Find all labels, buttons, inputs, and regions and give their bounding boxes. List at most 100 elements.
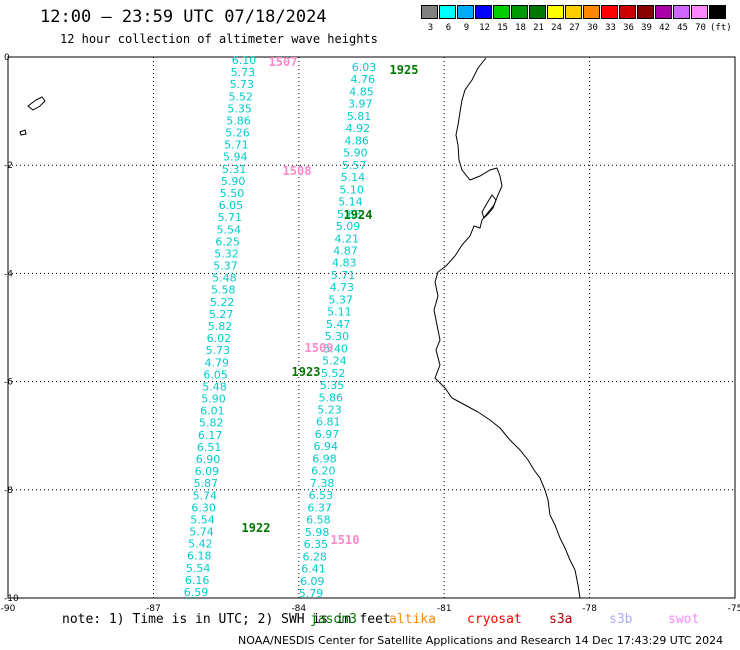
coastline	[19, 57, 581, 599]
wave-height-value: 6.17	[198, 429, 223, 442]
footer-credit: NOAA/NESDIS Center for Satellite Applica…	[238, 634, 724, 647]
legend-label: 18	[515, 23, 526, 33]
legend-swatch	[583, 5, 600, 19]
wave-height-value: 5.71	[218, 211, 243, 224]
wave-height-value: 6.10	[232, 54, 257, 67]
wave-height-value: 5.47	[326, 318, 351, 331]
wave-height-value: 5.14	[338, 196, 363, 209]
wave-height-value: 4.73	[330, 281, 355, 294]
wave-height-value: 6.05	[219, 199, 244, 212]
legend-label: 21	[533, 23, 544, 33]
pass-label: 1508	[283, 164, 312, 178]
legend-label: 36	[623, 23, 634, 33]
legend-label: 15	[497, 23, 508, 33]
wave-height-value: 5.52	[321, 367, 346, 380]
galapagos-island	[27, 96, 46, 111]
wave-height-value: 5.42	[188, 538, 213, 551]
track-labels: 1507 1925 1508 1924 1509 1923 1922 1510	[242, 55, 419, 547]
wave-height-value: 5.74	[189, 526, 214, 539]
wave-height-value: 6.09	[195, 465, 220, 478]
wave-height-value: 5.82	[208, 320, 233, 333]
wave-height-value: 5.54	[216, 223, 241, 236]
x-tick-label: -87	[146, 604, 161, 614]
wave-height-value: 5.11	[327, 306, 352, 319]
wave-height-value: 4.79	[204, 356, 229, 369]
y-tick-label: -10	[4, 594, 19, 604]
wave-height-value: 5.10	[339, 183, 364, 196]
wave-height-value: 6.81	[316, 416, 341, 429]
wave-height-value: 5.35	[227, 102, 252, 115]
axis-ticks: -90 -87 -84 -81 -78 -75 0 -2 -4 -6 -8 -10	[1, 53, 740, 614]
wave-height-value: 4.76	[351, 73, 376, 86]
wave-height-value: 6.16	[185, 574, 210, 587]
legend-label: 33	[605, 23, 616, 33]
pass-label: 1925	[390, 63, 419, 77]
wave-height-value: 5.48	[202, 380, 227, 393]
wave-height-value: 6.53	[309, 489, 334, 502]
legend-label: 45	[677, 23, 688, 33]
legend-label: 30	[587, 23, 598, 33]
pass-label: 1923	[292, 365, 321, 379]
legend-swatch	[475, 5, 492, 19]
legend-label: 6	[445, 23, 452, 33]
wave-height-value: 6.90	[196, 453, 221, 466]
wave-height-value: 4.83	[332, 257, 357, 270]
wave-height-value: 5.37	[213, 260, 238, 273]
wave-height-value: 5.98	[305, 526, 330, 539]
mission-label: altika	[389, 612, 436, 627]
grid	[7, 56, 736, 599]
x-tick-label: -75	[728, 604, 740, 614]
mission-label: cryosat	[467, 612, 522, 627]
legend-swatch	[547, 5, 564, 19]
wave-height-value: 5.54	[190, 513, 215, 526]
legend-swatch	[493, 5, 510, 19]
wave-height-value: 5.71	[224, 139, 249, 152]
wave-height-value: 5.23	[317, 404, 342, 417]
y-tick-label: -6	[4, 378, 13, 388]
wave-height-value: 4.86	[344, 134, 369, 147]
legend-swatch	[529, 5, 546, 19]
mission-label: jason3	[310, 612, 357, 627]
wave-height-value: 6.02	[207, 332, 232, 345]
legend-swatch	[655, 5, 672, 19]
x-tick-label: -84	[291, 604, 306, 614]
wave-height-value: 5.09	[336, 220, 361, 233]
galapagos-islet	[19, 129, 27, 136]
legend-swatch	[421, 5, 438, 19]
wave-height-value: 5.87	[194, 477, 219, 490]
legend-swatch	[619, 5, 636, 19]
map-title: 12:00 – 23:59 UTC 07/18/2024	[40, 7, 327, 27]
wave-height-value: 5.32	[214, 247, 239, 260]
legend-label: 70	[695, 23, 706, 33]
wave-height-value: 5.31	[222, 163, 247, 176]
wave-height-value: 6.51	[197, 441, 222, 454]
map-subtitle: 12 hour collection of altimeter wave hei…	[60, 32, 378, 46]
legend-swatch	[673, 5, 690, 19]
wave-height-value: 5.35	[320, 379, 345, 392]
y-tick-label: -8	[4, 486, 13, 496]
wave-height-value: 5.81	[347, 110, 372, 123]
pass-label: 1922	[242, 521, 271, 535]
pass-label: 1924	[344, 208, 373, 222]
legend-label: (ft)	[710, 23, 732, 33]
legend-label: 27	[569, 23, 580, 33]
legend-label: 3	[427, 23, 434, 33]
wave-height-value: 5.82	[199, 417, 224, 430]
wave-height-value: 6.03	[352, 61, 377, 74]
wave-height-value: 5.94	[223, 151, 248, 164]
legend-swatch	[709, 5, 726, 19]
mission-label: s3b	[609, 612, 633, 627]
wave-height-value: 5.90	[343, 147, 368, 160]
wave-height-value: 5.73	[206, 344, 231, 357]
x-tick-label: -90	[1, 604, 16, 614]
y-tick-label: -4	[4, 269, 13, 279]
wave-height-value: 5.30	[325, 330, 350, 343]
wave-height-value: 6.94	[314, 440, 339, 453]
note-text: note: 1) Time is in UTC; 2) SWH is in fe…	[62, 612, 391, 627]
wave-height-value: 3.97	[348, 98, 373, 111]
wave-height-value: 6.20	[311, 465, 336, 478]
wave-height-value: 4.92	[346, 122, 371, 135]
wave-height-value: 5.52	[228, 90, 253, 103]
wave-height-value: 5.90	[221, 175, 246, 188]
